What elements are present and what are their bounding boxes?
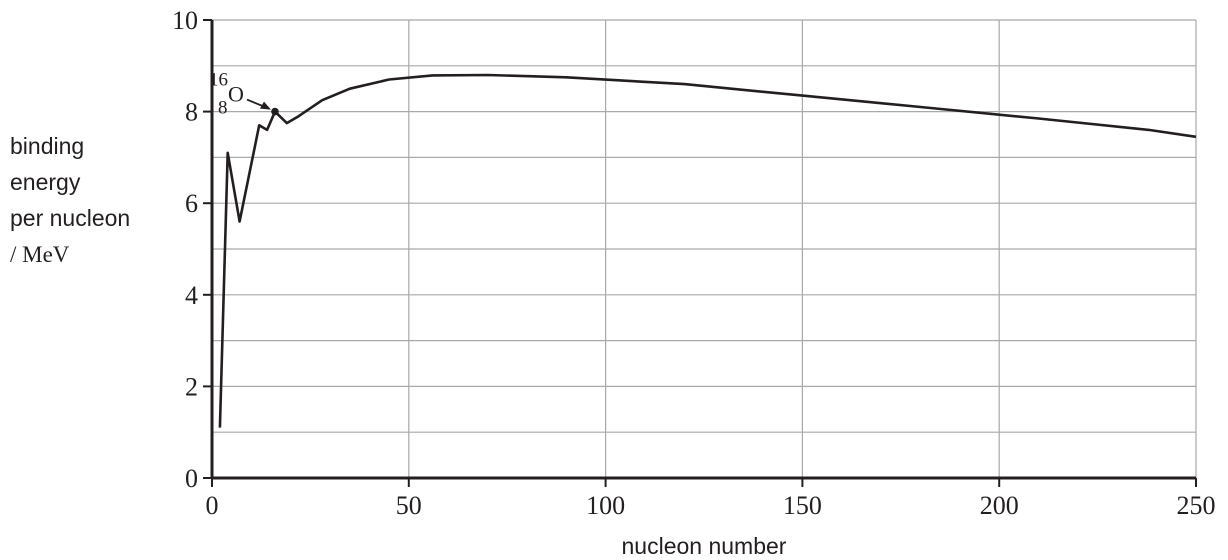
annotation-symbol: O bbox=[228, 82, 244, 107]
y-axis-unit: / MeV bbox=[10, 242, 70, 267]
y-tick-label: 6 bbox=[185, 189, 198, 218]
series bbox=[218, 73, 1197, 428]
x-tick-label: 0 bbox=[206, 491, 219, 520]
y-axis-title-line-3: per nucleon bbox=[10, 205, 130, 231]
annotation-mass-number: 16 bbox=[209, 70, 228, 91]
y-tick-label: 10 bbox=[172, 6, 198, 35]
y-axis-title-line-1: binding bbox=[10, 133, 84, 159]
x-tick-label: 150 bbox=[783, 491, 822, 520]
x-tick-label: 50 bbox=[396, 491, 422, 520]
annotation-point bbox=[271, 107, 279, 116]
x-tick-label: 200 bbox=[980, 491, 1019, 520]
annotation-arrowhead bbox=[259, 101, 271, 110]
y-axis-title: binding energy per nucleon / MeV bbox=[10, 133, 130, 267]
x-tick-label: 100 bbox=[586, 491, 625, 520]
annotations: 16 8O bbox=[209, 70, 279, 119]
y-tick-labels: 0 2 4 6 8 10 bbox=[172, 6, 198, 493]
series-line-1 bbox=[218, 73, 1197, 428]
annotation-atomic-number: 8 bbox=[218, 98, 228, 119]
y-tick-label: 8 bbox=[185, 98, 198, 127]
y-tick-label: 4 bbox=[185, 281, 198, 310]
grid bbox=[212, 19, 1197, 478]
y-axis-title-line-2: energy bbox=[10, 169, 81, 195]
y-tick-label: 2 bbox=[185, 372, 198, 401]
axes bbox=[203, 19, 1197, 487]
x-axis-title: nucleon number bbox=[622, 533, 787, 559]
x-tick-labels: 0 50 100 150 200 250 bbox=[206, 491, 1216, 520]
x-tick-label: 250 bbox=[1177, 491, 1216, 520]
y-tick-label: 0 bbox=[185, 464, 198, 493]
